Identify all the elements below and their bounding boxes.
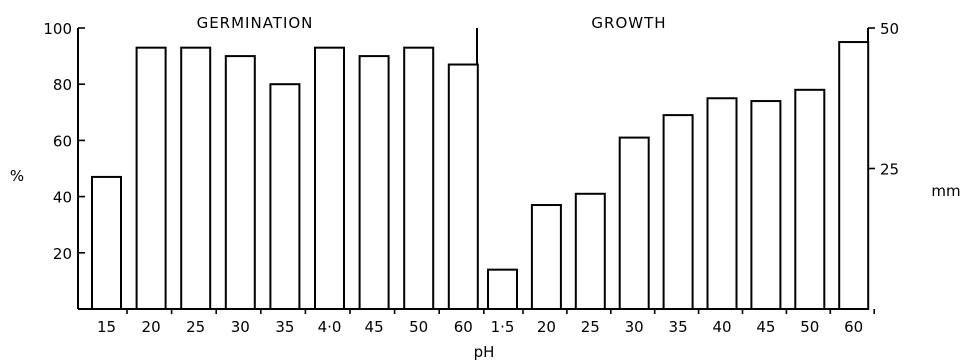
growth-bar-3 — [618, 136, 650, 310]
germination-y-tick-label-2: 60 — [53, 132, 72, 150]
growth-bar-4 — [662, 114, 694, 310]
growth-bar-0 — [487, 268, 518, 311]
germination-x-tick-label-0: 15 — [97, 318, 116, 336]
left-y-axis-title: % — [10, 167, 24, 185]
germination-y-tick-label-3: 80 — [53, 76, 72, 94]
germination-bar-0 — [91, 175, 122, 310]
germination-bar-2 — [180, 46, 212, 310]
bars-layer — [91, 41, 870, 311]
growth-bar-7 — [794, 88, 826, 310]
growth-bar-8 — [838, 41, 870, 311]
germination-y-tick-label-4: 100 — [43, 20, 72, 38]
growth-bar-1 — [530, 204, 562, 310]
growth-title: GROWTH — [591, 14, 666, 32]
germination-bar-7 — [403, 46, 435, 310]
x-axis-title: pH — [474, 343, 495, 361]
growth-y-tick-label-0: 25 — [880, 161, 899, 179]
growth-x-tick-label-0: 1·5 — [491, 318, 515, 336]
germination-x-tick-label-8: 60 — [454, 318, 473, 336]
germination-y-tick-label-1: 40 — [53, 189, 72, 207]
growth-x-tick-label-8: 60 — [844, 318, 863, 336]
growth-bar-5 — [706, 97, 738, 310]
ticks-layer: 15 20 25 30 35 4·0 45 50 60 20 40 60 80 100 1·5 20 25 30 3… — [43, 20, 899, 336]
growth-x-tick-label-3: 30 — [625, 318, 644, 336]
germination-x-tick-label-5: 4·0 — [318, 318, 342, 336]
right-y-axis-title: mm — [931, 182, 960, 200]
germination-bar-1 — [135, 46, 167, 310]
germination-bar-6 — [358, 55, 390, 310]
germination-x-tick-label-7: 50 — [409, 318, 428, 336]
growth-bar-6 — [750, 100, 782, 310]
growth-x-tick-label-7: 50 — [800, 318, 819, 336]
germination-bar-4 — [269, 83, 301, 310]
germination-x-tick-label-6: 45 — [365, 318, 384, 336]
germination-x-tick-label-3: 30 — [231, 318, 250, 336]
germination-bar-5 — [314, 46, 345, 310]
growth-x-tick-label-2: 25 — [581, 318, 600, 336]
growth-y-tick-label-1: 50 — [880, 20, 899, 38]
growth-x-tick-label-4: 35 — [669, 318, 688, 336]
growth-x-tick-label-1: 20 — [537, 318, 556, 336]
germination-x-tick-label-1: 20 — [142, 318, 161, 336]
germination-title: GERMINATION — [197, 14, 314, 32]
growth-x-tick-label-6: 45 — [756, 318, 775, 336]
growth-x-tick-label-5: 40 — [712, 318, 731, 336]
growth-bar-2 — [574, 192, 606, 310]
germination-bar-3 — [224, 55, 256, 310]
germination-bar-8 — [447, 63, 479, 310]
germination-y-tick-label-0: 20 — [53, 245, 72, 263]
germination-x-tick-label-2: 25 — [186, 318, 205, 336]
germination-x-tick-label-4: 35 — [275, 318, 294, 336]
